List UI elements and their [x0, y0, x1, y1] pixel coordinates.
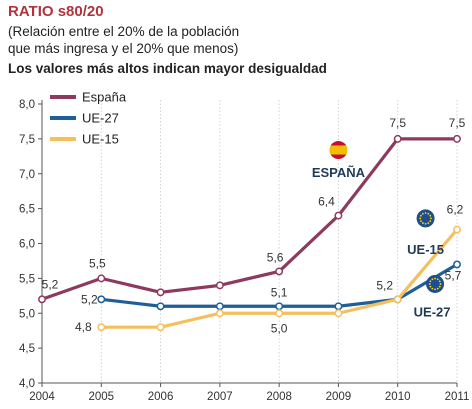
y-tick-label: 6,5 [19, 204, 35, 216]
data-point-espa-a [97, 274, 106, 283]
data-label-ue-15: 4,8 [75, 320, 92, 334]
chart-title: RATIO s80/20 [8, 3, 104, 20]
data-point-ue-27 [275, 302, 284, 311]
y-tick-label: 4,0 [19, 378, 35, 390]
y-tick-label: 8,0 [19, 99, 35, 111]
eu-flag-icon [426, 274, 445, 293]
legend-label-ue-15: UE-15 [82, 132, 119, 147]
x-tick-label: 2010 [385, 391, 411, 403]
data-point-espa-a [393, 134, 402, 143]
data-label-espa-a: 5,5 [89, 256, 106, 270]
x-tick-label: 2011 [445, 391, 470, 403]
x-tick-label: 2007 [207, 391, 233, 403]
series-line-espa-a [41, 137, 457, 301]
data-point-ue-27 [453, 260, 461, 269]
data-point-ue-27 [156, 302, 165, 311]
data-point-espa-a [156, 288, 165, 297]
data-label-ue-27: 5,7 [445, 268, 462, 282]
x-tick-label: 2006 [148, 391, 174, 403]
data-point-ue-15 [156, 323, 165, 332]
legend-label-ue-27: UE-27 [82, 111, 119, 126]
data-point-ue-15 [453, 225, 461, 234]
chart-subtitle-line-2: que más ingresa y el 20% que menos) [8, 41, 239, 56]
spain-flag-icon [329, 141, 348, 160]
x-tick-label: 2009 [326, 391, 352, 403]
y-tick-label: 5,5 [19, 273, 35, 285]
data-label-espa-a: 7,5 [389, 116, 406, 130]
legend-label-espa-a: España [82, 90, 127, 105]
data-label-ue-27: 5,2 [81, 292, 98, 306]
x-tick-label: 2005 [88, 391, 114, 403]
data-label-espa-a: 7,5 [449, 116, 466, 130]
chart-lead: Los valores más altos indican mayor desi… [8, 61, 327, 76]
annotation-ue15: UE-15 [407, 242, 444, 257]
eu-flag-icon [416, 209, 435, 228]
data-point-ue-15 [97, 323, 106, 332]
data-point-ue-27 [334, 302, 343, 311]
data-point-espa-a [215, 281, 224, 290]
data-point-espa-a [334, 211, 343, 220]
data-label-ue-27: 5,1 [271, 285, 288, 299]
data-label-ue-15: 6,2 [447, 203, 464, 217]
y-tick-label: 7,0 [19, 169, 35, 181]
data-label-espa-a: 5,2 [42, 277, 59, 291]
data-point-ue-27 [215, 302, 224, 311]
data-label-ue-15: 5,0 [271, 321, 288, 335]
x-tick-label: 2004 [29, 391, 55, 403]
annotation-ue27: UE-27 [414, 305, 451, 320]
data-label-espa-a: 5,6 [267, 250, 284, 264]
data-point-espa-a [275, 267, 284, 276]
data-point-ue-15 [215, 309, 224, 318]
data-point-espa-a [453, 134, 461, 143]
y-tick-label: 5,0 [19, 308, 35, 320]
data-point-ue-15 [393, 295, 402, 304]
y-tick-label: 7,5 [19, 134, 35, 146]
data-label-espa-a: 6,4 [318, 195, 335, 209]
chart-subtitle-line-1: (Relación entre el 20% de la población [8, 24, 240, 39]
y-tick-label: 6,0 [19, 239, 35, 251]
data-point-ue-15 [275, 309, 284, 318]
y-tick-label: 4,5 [19, 343, 35, 355]
data-label-ue-27: 5,2 [376, 278, 393, 292]
data-point-ue-15 [334, 309, 343, 318]
x-tick-label: 2008 [266, 391, 292, 403]
annotation-espana: ESPAÑA [312, 165, 366, 180]
data-point-espa-a [38, 295, 46, 304]
data-point-ue-27 [97, 295, 106, 304]
